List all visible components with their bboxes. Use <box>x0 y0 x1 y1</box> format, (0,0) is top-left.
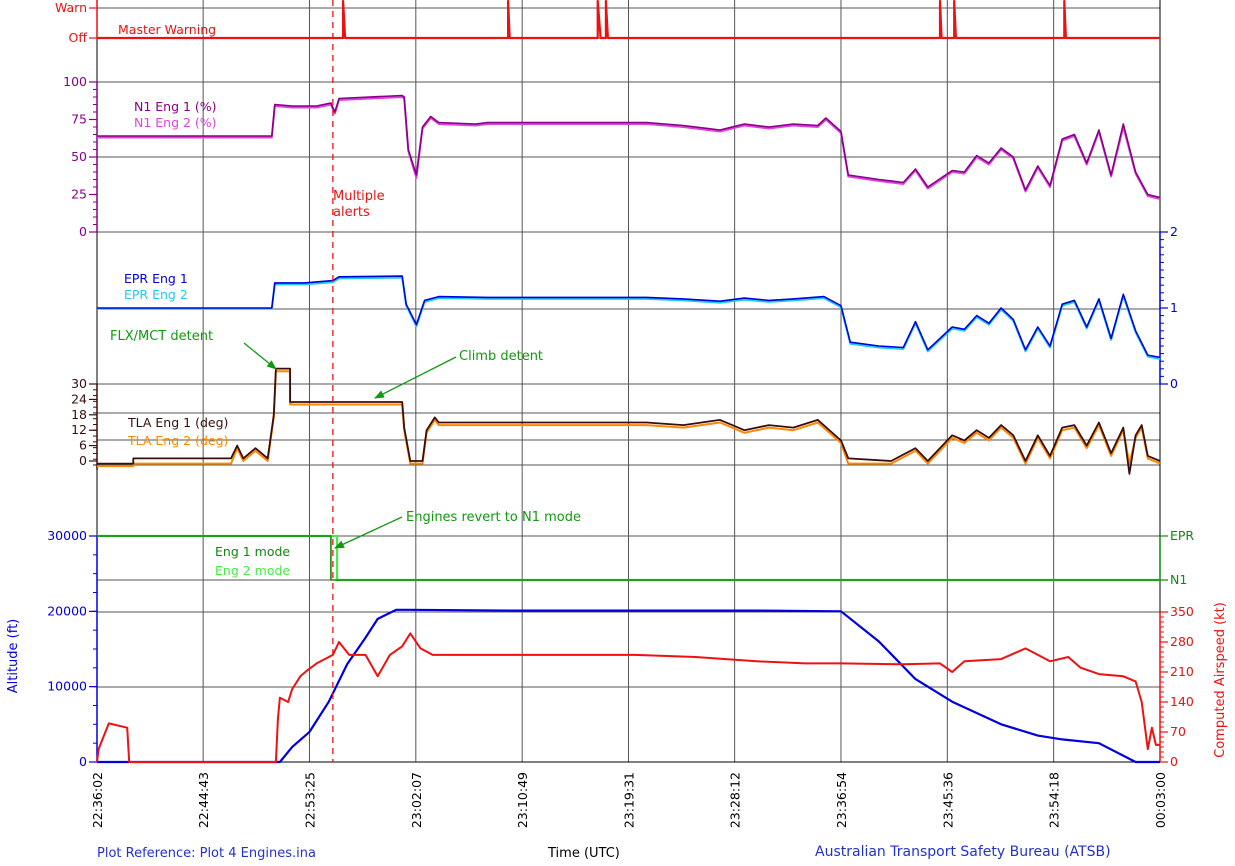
arrow-climb-detent <box>374 356 457 399</box>
y-tick-label: 210 <box>1170 664 1194 679</box>
x-tick-label: 00:03:00 <box>1153 772 1168 828</box>
plot-reference-label: Plot Reference: Plot 4 Engines.ina <box>97 846 316 861</box>
y-tick-label: 0 <box>1170 376 1178 391</box>
y-axis-title-altitude: Altitude (ft) <box>6 619 21 694</box>
y-tick-label: 10000 <box>47 679 87 694</box>
y-tick-label: 140 <box>1170 694 1194 709</box>
x-tick-label: 23:10:49 <box>515 772 530 828</box>
y-tick-label: 0 <box>79 754 87 769</box>
master-warning-line <box>97 0 1160 40</box>
x-tick-label: 23:36:54 <box>834 772 849 828</box>
annotation-flx-mct: FLX/MCT detent <box>110 329 213 344</box>
epr-eng1-line <box>97 275 1161 359</box>
x-tick-label: 23:54:18 <box>1047 772 1062 828</box>
y-tick-label: EPR <box>1170 528 1194 543</box>
y-tick-label: 100 <box>63 74 87 89</box>
y-tick-label: Off <box>69 30 88 45</box>
annotation-multiple-alerts-l1: Multiple <box>333 189 385 204</box>
airspeed-line <box>96 632 1160 763</box>
annotation-engines-revert: Engines revert to N1 mode <box>406 510 581 525</box>
y-tick-label: Warn <box>55 0 87 15</box>
x-tick-label: 23:02:07 <box>409 772 424 828</box>
legend-epr-eng2: EPR Eng 2 <box>124 287 188 302</box>
series-layer <box>96 0 1161 764</box>
y-tick-label: 0 <box>79 453 87 468</box>
grid-layer <box>96 0 1161 762</box>
tla-eng1-line <box>97 367 1161 475</box>
y-tick-label: 280 <box>1170 634 1194 649</box>
legend-tla-eng1: TLA Eng 1 (deg) <box>127 415 228 430</box>
legend-layer: Master Warning N1 Eng 1 (%)N1 Eng 2 (%) EP… <box>118 22 290 578</box>
y-tick-label: 18 <box>71 407 87 422</box>
mode-eng1-line <box>97 535 1160 581</box>
x-tick-label: 22:44:43 <box>196 772 211 828</box>
arrow-engines-revert <box>334 516 403 549</box>
y-tick-label: 70 <box>1170 724 1186 739</box>
x-tick-label: 22:53:25 <box>302 772 317 828</box>
y-axis-title-airspeed: Computed Airspeed (kt) <box>1213 602 1228 758</box>
x-axis-title: Time (UTC) <box>548 846 620 861</box>
x-tick-label: 22:36:02 <box>90 772 105 828</box>
legend-n1-eng2: N1 Eng 2 (%) <box>134 115 217 130</box>
altitude-line <box>97 608 1160 764</box>
y-tick-label: 2 <box>1170 224 1178 239</box>
x-tick-label: 23:45:36 <box>940 772 955 828</box>
y-tick-label: 20000 <box>47 603 87 618</box>
y-tick-label: 25 <box>71 187 87 202</box>
y-tick-label: 350 <box>1170 604 1194 619</box>
x-tick-label: 23:19:31 <box>622 772 637 828</box>
legend-mode-eng2: Eng 2 mode <box>215 563 290 578</box>
y-tick-label: 50 <box>71 149 87 164</box>
arrow-flx-mct <box>243 342 277 370</box>
legend-master-warning: Master Warning <box>118 22 216 37</box>
y-tick-label: 1 <box>1170 300 1178 315</box>
x-tick-label: 23:28:12 <box>728 772 743 828</box>
y-tick-label: 30 <box>71 376 87 391</box>
source-label: Australian Transport Safety Bureau (ATSB… <box>815 844 1111 860</box>
y-tick-label: 6 <box>79 438 87 453</box>
legend-n1-eng1: N1 Eng 1 (%) <box>134 99 217 114</box>
y-tick-label: 30000 <box>47 528 87 543</box>
legend-epr-eng1: EPR Eng 1 <box>124 271 188 286</box>
legend-mode-eng1: Eng 1 mode <box>215 544 290 559</box>
y-tick-label: 75 <box>71 112 87 127</box>
y-tick-label: 0 <box>1170 754 1178 769</box>
n1-eng1-line <box>97 94 1161 199</box>
legend-tla-eng2: TLA Eng 2 (deg) <box>127 433 228 448</box>
annotation-multiple-alerts-l2: alerts <box>333 205 370 220</box>
y-tick-label: N1 <box>1170 572 1187 587</box>
annotation-climb-detent: Climb detent <box>459 349 543 364</box>
tick-label-layer: 22:36:02 22:44:43 22:53:25 23:02:07 23:10:49… <box>6 0 1228 828</box>
y-tick-label: 0 <box>79 224 87 239</box>
y-tick-label: 24 <box>71 391 87 406</box>
y-tick-label: 12 <box>71 422 87 437</box>
